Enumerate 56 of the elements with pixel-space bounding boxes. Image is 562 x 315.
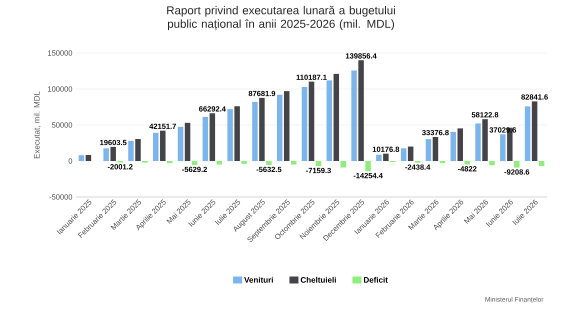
bar bbox=[426, 139, 432, 161]
bar bbox=[383, 154, 389, 161]
bar bbox=[266, 160, 272, 166]
bar bbox=[464, 160, 470, 164]
bar bbox=[489, 160, 495, 166]
bar bbox=[532, 101, 538, 161]
bar bbox=[78, 155, 84, 161]
bar bbox=[358, 60, 364, 161]
bar bbox=[210, 113, 216, 161]
bar bbox=[227, 109, 233, 161]
bar bbox=[192, 160, 198, 166]
bar bbox=[160, 130, 166, 161]
bar bbox=[432, 136, 438, 161]
bar bbox=[308, 82, 314, 161]
bar bbox=[178, 126, 184, 161]
bar bbox=[524, 106, 530, 161]
bar bbox=[290, 160, 296, 165]
bar bbox=[450, 132, 456, 161]
bar bbox=[365, 160, 371, 172]
bar bbox=[326, 80, 332, 161]
bar bbox=[284, 91, 290, 161]
bar bbox=[234, 106, 240, 161]
bar bbox=[167, 160, 173, 164]
bar bbox=[500, 134, 506, 161]
bar bbox=[276, 94, 282, 161]
bar bbox=[482, 119, 488, 161]
bar bbox=[103, 148, 109, 161]
bar bbox=[316, 160, 322, 166]
chart-title: Raport privind executarea lunară a bugetului public național în anii 2025-2026 (mil. MDL) bbox=[167, 6, 395, 30]
bar bbox=[334, 74, 340, 161]
bar bbox=[216, 160, 222, 165]
bar bbox=[302, 86, 308, 161]
bar bbox=[475, 123, 481, 161]
bar bbox=[351, 70, 357, 161]
bar bbox=[128, 140, 134, 161]
bar bbox=[457, 128, 463, 161]
legend-label: Cheltuieli bbox=[300, 276, 336, 283]
legend-label: Deficit bbox=[364, 276, 388, 283]
bar bbox=[538, 160, 544, 166]
bar bbox=[135, 139, 141, 161]
legend-label: Venituri bbox=[244, 276, 273, 283]
bar bbox=[259, 98, 265, 161]
bar bbox=[400, 148, 406, 161]
bar bbox=[110, 146, 116, 161]
bar bbox=[340, 160, 346, 168]
bar bbox=[86, 155, 92, 161]
bar bbox=[252, 102, 258, 161]
bar bbox=[408, 146, 414, 161]
y-axis-title: Executat, mil. MDL bbox=[34, 91, 41, 158]
bar bbox=[153, 132, 159, 161]
bar bbox=[514, 160, 520, 168]
bar bbox=[241, 160, 247, 164]
bar bbox=[376, 154, 382, 161]
bar bbox=[440, 160, 446, 164]
bar bbox=[202, 116, 208, 161]
bar bbox=[184, 122, 190, 161]
